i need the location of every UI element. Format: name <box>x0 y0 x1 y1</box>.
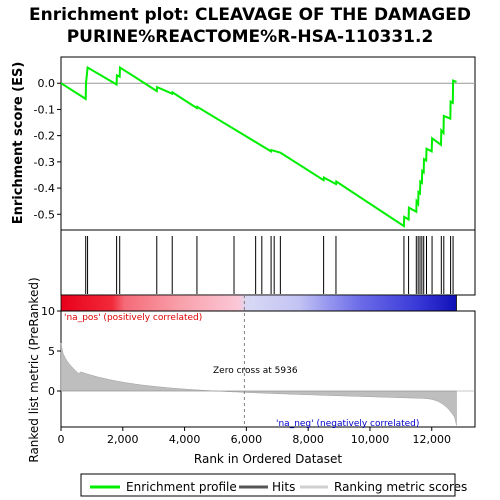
x-tick-label: 4,000 <box>169 433 201 446</box>
x-tick-label: 10,000 <box>351 433 390 446</box>
x-tick-label: 12,000 <box>412 433 451 446</box>
metric-tick-label: 10 <box>41 305 55 318</box>
legend-label-hits: Hits <box>272 480 295 494</box>
x-axis-label: Rank in Ordered Dataset <box>194 452 342 466</box>
ranked-color-band <box>60 294 457 312</box>
es-tick-label: -0.4 <box>34 182 55 195</box>
enrichment-profile-line <box>60 65 457 228</box>
chart-title-line2: PURINE%REACTOME%R-HSA-110331.2 <box>67 27 434 47</box>
neg-annotation: 'na_neg' (negatively correlated) <box>276 419 419 429</box>
es-tick-label: -0.2 <box>34 130 55 143</box>
metric-tick-label: 5 <box>48 345 55 358</box>
legend-label-metric: Ranking metric scores <box>334 480 467 494</box>
metric-tick-label: 0 <box>48 385 55 398</box>
hits-panel <box>60 229 476 296</box>
es-axis-label: Enrichment score (ES) <box>11 62 26 225</box>
x-tick-label: 6,000 <box>231 433 263 446</box>
es-panel <box>60 56 476 231</box>
metric-axis-label: Ranked list metric (PreRanked) <box>27 277 41 462</box>
es-tick-label: -0.3 <box>34 156 55 169</box>
x-tick-label: 2,000 <box>107 433 139 446</box>
x-tick-label: 0 <box>58 433 65 446</box>
legend-box <box>80 473 456 497</box>
es-tick-label: -0.1 <box>34 103 55 116</box>
metric-panel <box>60 310 476 428</box>
es-tick-label: -0.5 <box>34 208 55 221</box>
es-tick-label: 0.0 <box>38 77 56 90</box>
chart-title-line1: Enrichment plot: CLEAVAGE OF THE DAMAGED <box>29 5 471 25</box>
legend-label-profile: Enrichment profile <box>126 480 237 494</box>
x-tick-label: 8,000 <box>292 433 324 446</box>
pos-annotation: 'na_pos' (positively correlated) <box>64 313 202 323</box>
ranking-metric-area <box>60 342 457 426</box>
zero-cross-annotation: Zero cross at 5936 <box>213 366 298 376</box>
